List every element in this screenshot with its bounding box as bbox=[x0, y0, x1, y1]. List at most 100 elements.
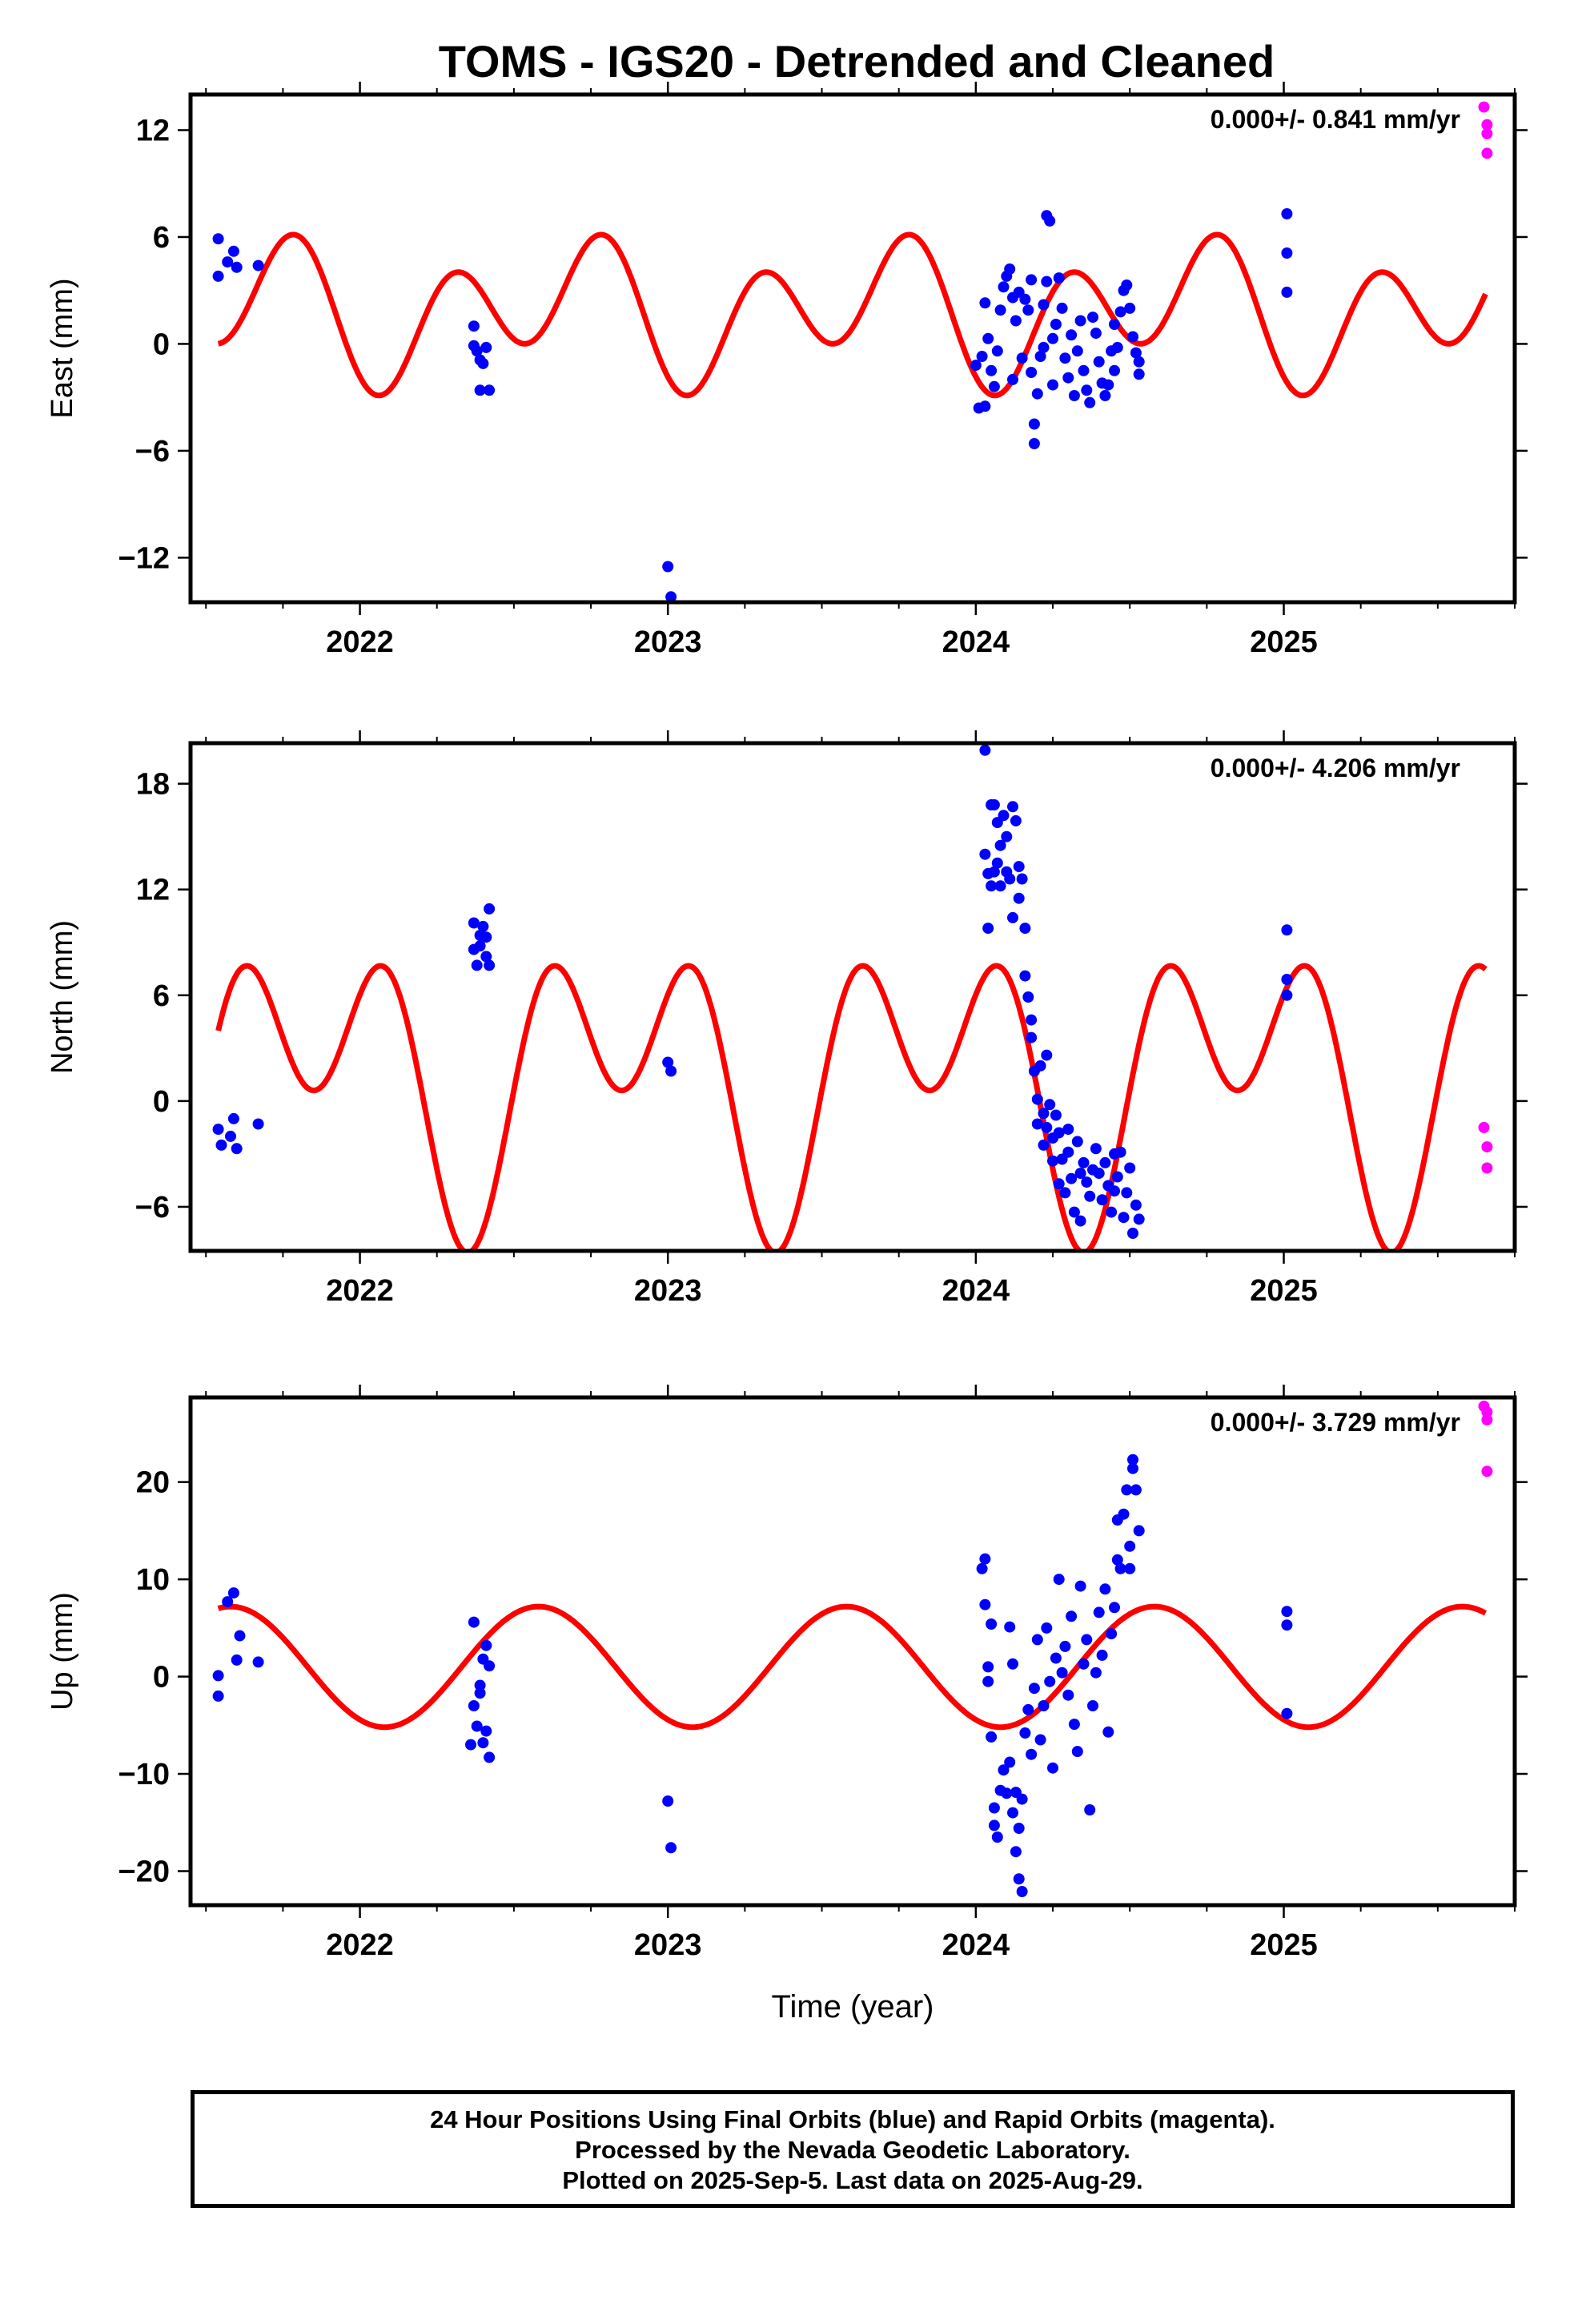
final-orbit-point bbox=[1059, 352, 1071, 364]
final-orbit-point bbox=[1059, 1187, 1071, 1199]
final-orbit-point bbox=[474, 384, 486, 396]
final-orbit-point bbox=[1093, 356, 1105, 368]
y-axis-label: North (mm) bbox=[46, 920, 79, 1074]
final-orbit-point bbox=[1010, 814, 1022, 826]
final-orbit-point bbox=[471, 959, 483, 971]
final-orbit-point bbox=[1133, 1213, 1145, 1225]
final-orbit-point bbox=[1118, 1508, 1130, 1520]
final-orbit-point bbox=[1068, 1206, 1080, 1218]
final-orbit-point bbox=[231, 1143, 243, 1155]
final-orbit-point bbox=[976, 351, 988, 362]
final-orbit-point bbox=[231, 261, 243, 273]
final-orbit-point bbox=[1013, 892, 1025, 904]
panel-east: 2022 2023 2024 2025 12 6 0 −6 −12 East (mm) 0.000+… bbox=[46, 82, 1528, 659]
final-orbit-point bbox=[480, 1639, 492, 1651]
final-orbit-point bbox=[1026, 274, 1038, 286]
final-orbit-point bbox=[1281, 974, 1293, 985]
final-orbit-point bbox=[1281, 924, 1293, 936]
final-orbit-point bbox=[1041, 1121, 1053, 1133]
x-tick-label: 2024 bbox=[942, 1928, 1010, 1962]
final-orbit-point bbox=[1047, 332, 1058, 344]
final-orbit-point bbox=[1281, 247, 1293, 259]
final-orbit-point bbox=[976, 1562, 988, 1574]
final-orbit-point bbox=[998, 810, 1010, 822]
final-orbit-point bbox=[979, 1553, 991, 1565]
final-orbit-point bbox=[662, 1056, 674, 1068]
final-orbit-point bbox=[662, 561, 674, 573]
final-orbit-point bbox=[212, 1670, 224, 1682]
footer-line-orbits: 24 Hour Positions Using Final Orbits (bl… bbox=[430, 2105, 1275, 2133]
final-orbit-point bbox=[1281, 1606, 1293, 1618]
final-orbit-point bbox=[468, 917, 480, 929]
final-orbit-point bbox=[1050, 319, 1062, 330]
final-orbit-point bbox=[994, 304, 1006, 316]
final-orbit-point bbox=[1121, 279, 1133, 291]
rate-label: 0.000+/- 0.841 mm/yr bbox=[1211, 105, 1460, 134]
final-orbit-point bbox=[212, 233, 224, 245]
final-orbit-point bbox=[227, 245, 239, 257]
final-orbit-point bbox=[484, 959, 496, 971]
final-orbit-point bbox=[468, 320, 480, 332]
final-orbit-point bbox=[1078, 1658, 1090, 1670]
final-orbit-point bbox=[986, 364, 998, 376]
final-orbit-point bbox=[1038, 299, 1050, 311]
final-orbit-point bbox=[1056, 302, 1068, 314]
final-orbit-point bbox=[1078, 1156, 1090, 1168]
final-orbit-point bbox=[474, 1679, 486, 1691]
final-orbit-point bbox=[1053, 1127, 1065, 1139]
final-orbit-point bbox=[1007, 1658, 1018, 1670]
y-tick-label: 0 bbox=[153, 1661, 170, 1695]
final-orbit-point bbox=[1059, 1640, 1071, 1652]
model-curve bbox=[217, 1603, 1488, 1731]
final-orbit-point bbox=[1016, 352, 1028, 364]
final-orbit-point bbox=[1019, 1727, 1031, 1739]
y-tick-label: −6 bbox=[135, 1191, 170, 1224]
final-orbit-point bbox=[484, 903, 496, 915]
final-orbit-point bbox=[1078, 364, 1090, 376]
final-orbit-point bbox=[1062, 1689, 1074, 1701]
final-orbit-point bbox=[1090, 328, 1102, 340]
final-orbit-point bbox=[1038, 1700, 1050, 1711]
data-layer bbox=[212, 101, 1493, 602]
final-orbit-point bbox=[1001, 1787, 1013, 1799]
final-orbit-point bbox=[1053, 1574, 1065, 1586]
final-orbit-point bbox=[1047, 379, 1058, 391]
x-axis-label: Time (year) bbox=[772, 1989, 934, 2024]
y-tick-label: 0 bbox=[153, 1085, 170, 1119]
x-tick-label: 2022 bbox=[326, 1928, 394, 1962]
final-orbit-point bbox=[979, 297, 991, 309]
final-orbit-point bbox=[994, 880, 1006, 892]
final-orbit-point bbox=[1093, 1168, 1105, 1180]
x-tick-label: 2023 bbox=[634, 1274, 702, 1308]
final-orbit-point bbox=[1041, 1049, 1053, 1061]
final-orbit-point bbox=[1071, 345, 1083, 357]
final-orbit-point bbox=[1099, 1156, 1111, 1168]
final-orbit-point bbox=[998, 1764, 1010, 1776]
final-orbit-point bbox=[1124, 1540, 1136, 1552]
final-orbit-point bbox=[1044, 1675, 1056, 1687]
final-orbit-point bbox=[1133, 368, 1145, 380]
final-orbit-point bbox=[252, 1656, 264, 1668]
final-orbit-point bbox=[1074, 1215, 1086, 1227]
final-orbit-point bbox=[1013, 1873, 1025, 1885]
y-axis-label: East (mm) bbox=[46, 278, 79, 418]
x-tick-label: 2022 bbox=[326, 1274, 394, 1308]
rate-label: 0.000+/- 4.206 mm/yr bbox=[1211, 754, 1460, 782]
rapid-orbit-point bbox=[1481, 147, 1493, 159]
final-orbit-point bbox=[1127, 1462, 1138, 1474]
final-orbit-point bbox=[1007, 911, 1018, 923]
final-orbit-point bbox=[1034, 1734, 1046, 1746]
rapid-orbit-point bbox=[1481, 119, 1493, 131]
final-orbit-point bbox=[1007, 1807, 1018, 1819]
rapid-orbit-point bbox=[1481, 1162, 1493, 1174]
final-orbit-point bbox=[212, 1690, 224, 1702]
x-tick-label: 2024 bbox=[942, 625, 1010, 659]
final-orbit-point bbox=[1093, 1606, 1105, 1618]
x-tick-label: 2022 bbox=[326, 625, 394, 659]
final-orbit-point bbox=[1019, 970, 1031, 982]
final-orbit-point bbox=[1124, 1162, 1136, 1174]
final-orbit-point bbox=[1109, 1185, 1120, 1197]
rapid-orbit-point bbox=[1481, 1413, 1493, 1425]
final-orbit-point bbox=[1081, 1176, 1093, 1188]
x-tick-label: 2025 bbox=[1250, 1928, 1318, 1962]
